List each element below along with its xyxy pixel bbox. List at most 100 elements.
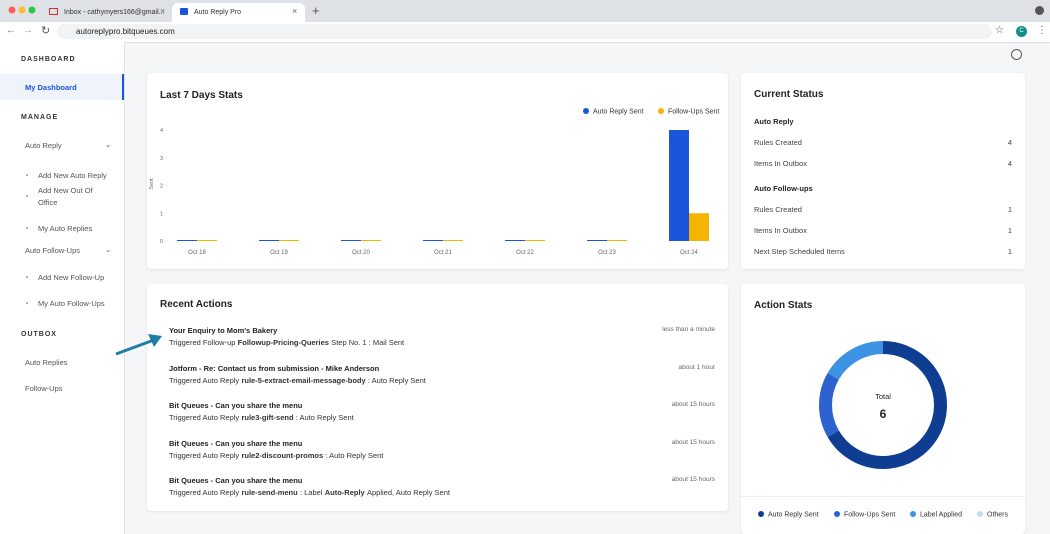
nav-link[interactable]: Auto Replies xyxy=(25,358,68,367)
action-time: about 15 hours xyxy=(672,476,715,483)
action-subject[interactable]: Jotform - Re: Contact us from submission… xyxy=(169,364,379,373)
action-subject[interactable]: Bit Queues - Can you share the menu xyxy=(169,439,302,448)
action-detail: Triggered Auto Replyrule2-discount-promo… xyxy=(169,451,383,460)
bar xyxy=(341,240,361,241)
legend-label: Others xyxy=(987,512,1009,519)
legend-label: Auto Reply Sent xyxy=(768,512,819,519)
status-group: Auto Follow-ups xyxy=(754,184,813,193)
action-time: about 15 hours xyxy=(672,439,715,446)
bullet xyxy=(26,227,28,229)
detail-text: : Label xyxy=(300,488,323,497)
status-label: Items In Outbox xyxy=(754,226,807,235)
bullet xyxy=(26,302,28,304)
detail-text: Triggered Auto Reply xyxy=(169,488,239,497)
bar xyxy=(669,130,689,241)
bar xyxy=(587,240,607,241)
detail-text: Triggered Auto Reply xyxy=(169,376,239,385)
chart-title: Last 7 Days Stats xyxy=(160,90,243,101)
legend-marker xyxy=(834,511,840,517)
legend-marker xyxy=(758,511,764,517)
detail-text: Triggered Auto Reply xyxy=(169,413,239,422)
bar xyxy=(279,240,299,241)
rule-name: rule-5-extract-email-message-body xyxy=(241,376,365,385)
y-tick-label: 1 xyxy=(160,211,163,217)
rule-name: rule2-discount-promos xyxy=(241,451,323,460)
legend-marker xyxy=(910,511,916,517)
legend-label: Follow-Ups Sent xyxy=(668,109,719,116)
status-value: 1 xyxy=(1008,226,1012,235)
bar xyxy=(689,213,709,241)
nav-link[interactable]: Add New Out Of Office xyxy=(38,185,108,209)
donut-segment xyxy=(825,376,833,434)
bar xyxy=(197,240,217,241)
status-label: Rules Created xyxy=(754,138,802,147)
chart-title: Action Stats xyxy=(754,300,813,311)
center-total: 6 xyxy=(880,407,887,421)
detail-text: : Auto Reply Sent xyxy=(296,413,354,422)
legend-label: Label Applied xyxy=(920,512,962,519)
action-detail: Triggered Auto Replyrule-send-menu: Labe… xyxy=(169,488,450,497)
center-label: Total xyxy=(875,392,891,401)
x-tick-label: Oct 23 xyxy=(598,250,616,256)
action-detail: Triggered Auto Replyrule3-gift-send: Aut… xyxy=(169,413,354,422)
status-label: Rules Created xyxy=(754,205,802,214)
detail-text: Triggered Auto Reply xyxy=(169,451,239,460)
action-detail: Triggered Auto Replyrule-5-extract-email… xyxy=(169,376,426,385)
nav-link[interactable]: My Auto Replies xyxy=(38,224,92,233)
rule-name: rule-send-menu xyxy=(241,488,297,497)
rule-name: rule3-gift-send xyxy=(241,413,293,422)
nav-link[interactable]: Follow-Ups xyxy=(25,384,63,393)
detail-text: Step No. 1 : Mail Sent xyxy=(331,338,404,347)
action-subject[interactable]: Bit Queues - Can you share the menu xyxy=(169,401,302,410)
legend-marker xyxy=(977,511,983,517)
status-value: 1 xyxy=(1008,205,1012,214)
bar xyxy=(423,240,443,241)
legend-label: Follow-Ups Sent xyxy=(844,512,895,519)
detail-text: Triggered Follow-up xyxy=(169,338,235,347)
bullet xyxy=(26,276,28,278)
bar xyxy=(259,240,279,241)
x-tick-label: Oct 24 xyxy=(680,250,698,256)
detail-text: Applied, Auto Reply Sent xyxy=(367,488,450,497)
status-group: Auto Reply xyxy=(754,117,794,126)
status-value: 4 xyxy=(1008,159,1012,168)
y-axis-label: Sent xyxy=(149,178,155,190)
bar xyxy=(361,240,381,241)
action-time: less than a minute xyxy=(662,326,715,333)
bullet xyxy=(26,195,28,197)
y-tick-label: 0 xyxy=(160,239,163,245)
x-tick-label: Oct 21 xyxy=(434,250,452,256)
x-tick-label: Oct 19 xyxy=(270,250,288,256)
status-value: 1 xyxy=(1008,247,1012,256)
status-value: 4 xyxy=(1008,138,1012,147)
action-subject[interactable]: Bit Queues - Can you share the menu xyxy=(169,476,302,485)
legend-marker xyxy=(658,108,664,114)
y-tick-label: 4 xyxy=(160,128,163,134)
x-tick-label: Oct 20 xyxy=(352,250,370,256)
bar xyxy=(525,240,545,241)
legend-marker xyxy=(583,108,589,114)
rule-name: Followup-Pricing-Queries xyxy=(238,338,329,347)
nav-link[interactable]: Add New Follow-Up xyxy=(38,273,104,282)
status-label: Next Step Scheduled Items xyxy=(754,247,845,256)
bar xyxy=(505,240,525,241)
detail-text: : Auto Reply Sent xyxy=(325,451,383,460)
x-tick-label: Oct 18 xyxy=(188,250,206,256)
action-subject[interactable]: Your Enquiry to Mom's Bakery xyxy=(169,326,277,335)
detail-text: : Auto Reply Sent xyxy=(368,376,426,385)
action-time: about 15 hours xyxy=(672,401,715,408)
bar xyxy=(443,240,463,241)
bar xyxy=(607,240,627,241)
y-tick-label: 3 xyxy=(160,156,163,162)
y-tick-label: 2 xyxy=(160,184,163,190)
bullet xyxy=(26,174,28,176)
nav-link[interactable]: Add New Auto Reply xyxy=(38,171,107,180)
rule-name: Auto-Reply xyxy=(325,488,365,497)
nav-link[interactable]: My Auto Follow-Ups xyxy=(38,299,105,308)
bar xyxy=(177,240,197,241)
action-detail: Triggered Follow-upFollowup-Pricing-Quer… xyxy=(169,338,404,347)
x-tick-label: Oct 22 xyxy=(516,250,534,256)
status-label: Items In Outbox xyxy=(754,159,807,168)
